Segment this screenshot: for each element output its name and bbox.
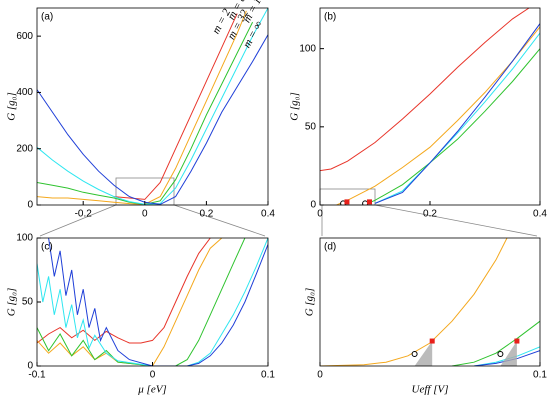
series-line xyxy=(48,238,268,366)
square-marker xyxy=(429,338,435,344)
y-tick-label: 0 xyxy=(27,200,33,211)
y-axis-label: G [g₀] xyxy=(6,92,18,121)
zoom-arrow xyxy=(173,204,266,237)
zoom-arrow xyxy=(39,204,117,237)
series-line xyxy=(37,8,268,205)
y-axis-label: G [g₀] xyxy=(289,92,301,121)
panel-label: (a) xyxy=(41,12,53,23)
axes-frame xyxy=(36,237,269,367)
shaded-area xyxy=(500,341,517,366)
panel-label: (c) xyxy=(41,242,53,253)
x-tick-label: 0.1 xyxy=(533,370,547,381)
y-tick-label: 50 xyxy=(305,121,317,132)
square-marker xyxy=(514,338,520,344)
panel-label: (b) xyxy=(324,12,336,23)
square-marker xyxy=(344,199,350,205)
plot-area xyxy=(320,8,540,205)
axes-frame xyxy=(36,7,269,206)
plot-area xyxy=(320,238,540,366)
series-line xyxy=(451,320,540,366)
y-axis-label: G [g₀] xyxy=(6,288,18,317)
plot-area xyxy=(37,238,268,366)
circle-marker xyxy=(411,350,418,357)
y-tick-label: 100 xyxy=(299,43,316,54)
square-marker xyxy=(367,199,372,205)
y-axis-label: G [g₀] xyxy=(304,288,316,317)
x-tick-label: -0.2 xyxy=(75,209,93,220)
x-tick-label: 0 xyxy=(150,370,156,381)
series-line xyxy=(37,238,211,344)
series-line xyxy=(374,23,540,204)
y-tick-label: 200 xyxy=(16,143,33,154)
series-line xyxy=(374,32,540,204)
series-line xyxy=(37,238,223,366)
x-tick-label: 0.1 xyxy=(261,370,275,381)
series-line xyxy=(113,13,238,200)
series-line xyxy=(37,21,254,205)
x-tick-label: 0.4 xyxy=(533,209,547,220)
axes-frame xyxy=(319,237,541,367)
y-tick-label: 0 xyxy=(27,361,33,372)
y-tick-label: 100 xyxy=(16,233,33,244)
y-tick-label: 0 xyxy=(310,200,316,211)
zoom-arrow xyxy=(374,204,538,237)
series-line xyxy=(320,238,508,366)
x-tick-label: -0.1 xyxy=(28,370,46,381)
series-line xyxy=(320,8,530,172)
series-line xyxy=(336,26,540,205)
circle-marker xyxy=(497,350,504,357)
x-tick-label: 0 xyxy=(317,209,323,220)
x-tick-label: 0.4 xyxy=(261,209,275,220)
series-line xyxy=(37,238,246,366)
series-line xyxy=(37,238,268,366)
x-tick-label: 0.2 xyxy=(199,209,213,220)
series-line xyxy=(363,48,540,205)
x-tick-label: 0.2 xyxy=(423,209,437,220)
zoom-guides xyxy=(39,177,538,237)
series-line xyxy=(37,34,268,205)
x-tick-label: 0 xyxy=(142,209,148,220)
y-tick-label: 400 xyxy=(16,87,33,98)
x-axis-label: μ [eV] xyxy=(137,384,166,396)
y-tick-label: 600 xyxy=(16,31,33,42)
panel-label: (d) xyxy=(324,242,336,253)
series-line xyxy=(37,10,247,205)
x-tick-label: 0 xyxy=(317,370,323,381)
x-axis-label: Ueff [V] xyxy=(412,384,449,396)
axes-frame xyxy=(319,7,541,206)
y-tick-label: 50 xyxy=(22,297,34,308)
shaded-area xyxy=(414,341,433,366)
